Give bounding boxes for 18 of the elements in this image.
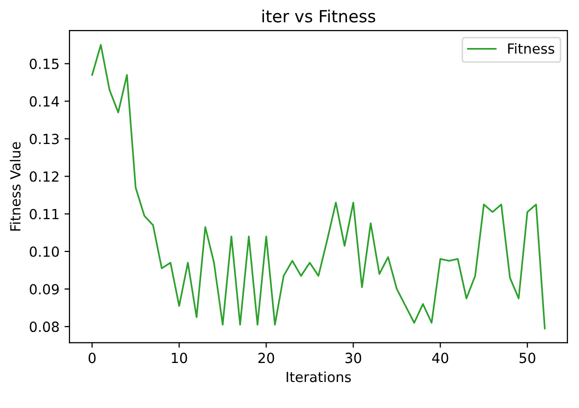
x-tick-label: 50 (520, 352, 536, 364)
x-tick-label: 0 (88, 352, 96, 364)
y-tick-label: 0.11 (30, 208, 58, 220)
x-tick-label: 20 (258, 352, 274, 364)
y-tick-label: 0.14 (30, 96, 59, 107)
x-tick-label: 10 (172, 352, 188, 364)
x-tick-label: 40 (432, 352, 448, 364)
y-tick-label: 0.09 (30, 284, 59, 294)
y-tick-label: 0.12 (30, 171, 58, 182)
y-tick-label: 0.15 (30, 58, 59, 70)
legend-label: Fitness (508, 43, 554, 54)
chart-title: iter vs Fitness (262, 10, 376, 23)
y-axis-title: Fitness Value (10, 142, 21, 231)
y-tick-label: 0.10 (30, 246, 59, 257)
y-tick-label: 0.13 (30, 134, 59, 144)
x-tick-label: 30 (345, 352, 362, 364)
x-axis-title: Iterations (286, 371, 351, 382)
y-tick-label: 0.08 (30, 322, 59, 332)
